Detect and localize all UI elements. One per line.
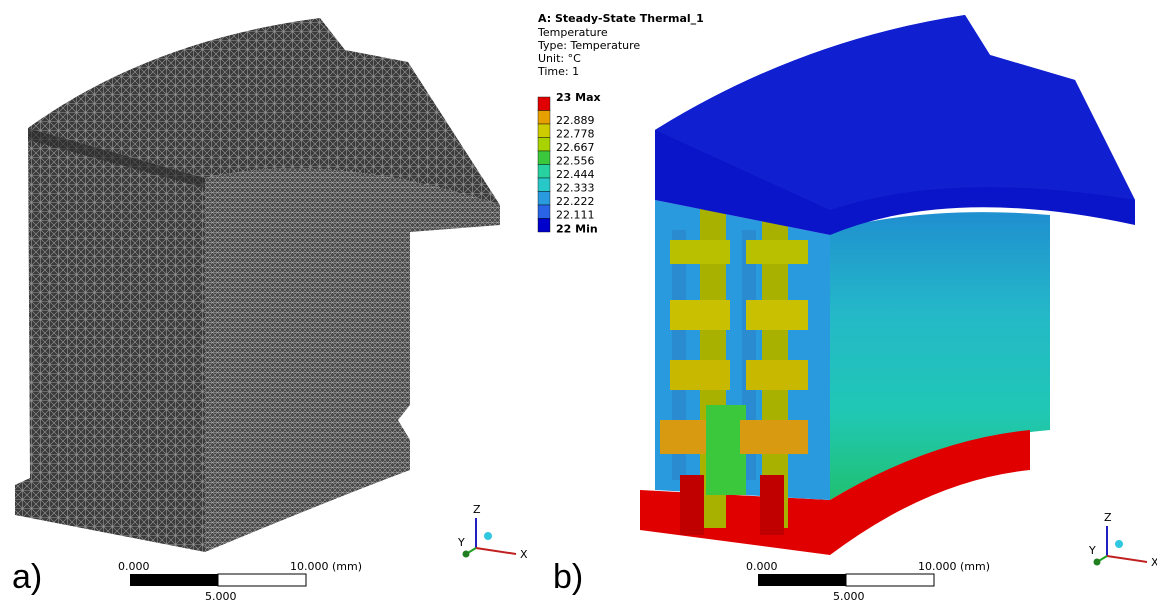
scale-bar-white <box>846 574 934 586</box>
scale-end: 10.000 (mm) <box>290 560 362 573</box>
legend-swatch <box>538 219 550 233</box>
scale-bar-black <box>130 574 218 586</box>
legend-title: A: Steady-State Thermal_1 <box>538 12 704 25</box>
legend-swatch <box>538 97 550 111</box>
scale-end: 10.000 (mm) <box>918 560 990 573</box>
legend-label: 22.111 <box>556 209 595 222</box>
triad-x <box>476 548 516 554</box>
legend-swatch <box>538 151 550 165</box>
mesh-model <box>15 18 500 552</box>
figure: A: Steady-State Thermal_1 TemperatureTyp… <box>0 0 1157 603</box>
legend-line: Unit: °C <box>538 52 581 65</box>
triad-origin <box>1094 559 1101 566</box>
legend-label: 22.889 <box>556 114 595 127</box>
legend-swatch <box>538 205 550 219</box>
triad-x-label: X <box>520 548 528 561</box>
panel-label: b) <box>553 558 583 596</box>
legend-line: Time: 1 <box>537 65 579 78</box>
legend-label: 22.222 <box>556 195 595 208</box>
scale-bar-white <box>218 574 306 586</box>
legend-swatch <box>538 124 550 138</box>
legend-label: 22.778 <box>556 128 595 141</box>
scale-bar-black <box>758 574 846 586</box>
legend-line: Type: Temperature <box>537 39 640 52</box>
triad-ball <box>484 532 492 540</box>
legend-swatch <box>538 111 550 125</box>
triad-y-label: Y <box>1088 544 1096 557</box>
legend-label: 22.333 <box>556 182 595 195</box>
legend-label: 22 Min <box>556 223 598 236</box>
legend-swatch <box>538 192 550 206</box>
scale-start: 0.000 <box>118 560 150 573</box>
legend-swatch <box>538 165 550 179</box>
legend-line: Temperature <box>537 26 608 39</box>
legend-label: 23 Max <box>556 91 601 104</box>
legend-label: 22.667 <box>556 141 595 154</box>
scale-mid: 5.000 <box>205 590 237 603</box>
triad-x-label: X <box>1151 556 1157 569</box>
thermal-model <box>640 15 1135 555</box>
scale-mid: 5.000 <box>833 590 865 603</box>
legend-swatch <box>538 178 550 192</box>
panel-label: a) <box>12 558 42 596</box>
scale-start: 0.000 <box>746 560 778 573</box>
legend-label: 22.556 <box>556 155 595 168</box>
legend-swatch <box>538 138 550 152</box>
triad-x <box>1107 556 1147 562</box>
triad-ball <box>1115 540 1123 548</box>
legend-label: 22.444 <box>556 168 595 181</box>
triad-origin <box>463 551 470 558</box>
triad-z-label: Z <box>473 503 481 516</box>
triad-z-label: Z <box>1104 511 1112 524</box>
triad-y-label: Y <box>457 536 465 549</box>
